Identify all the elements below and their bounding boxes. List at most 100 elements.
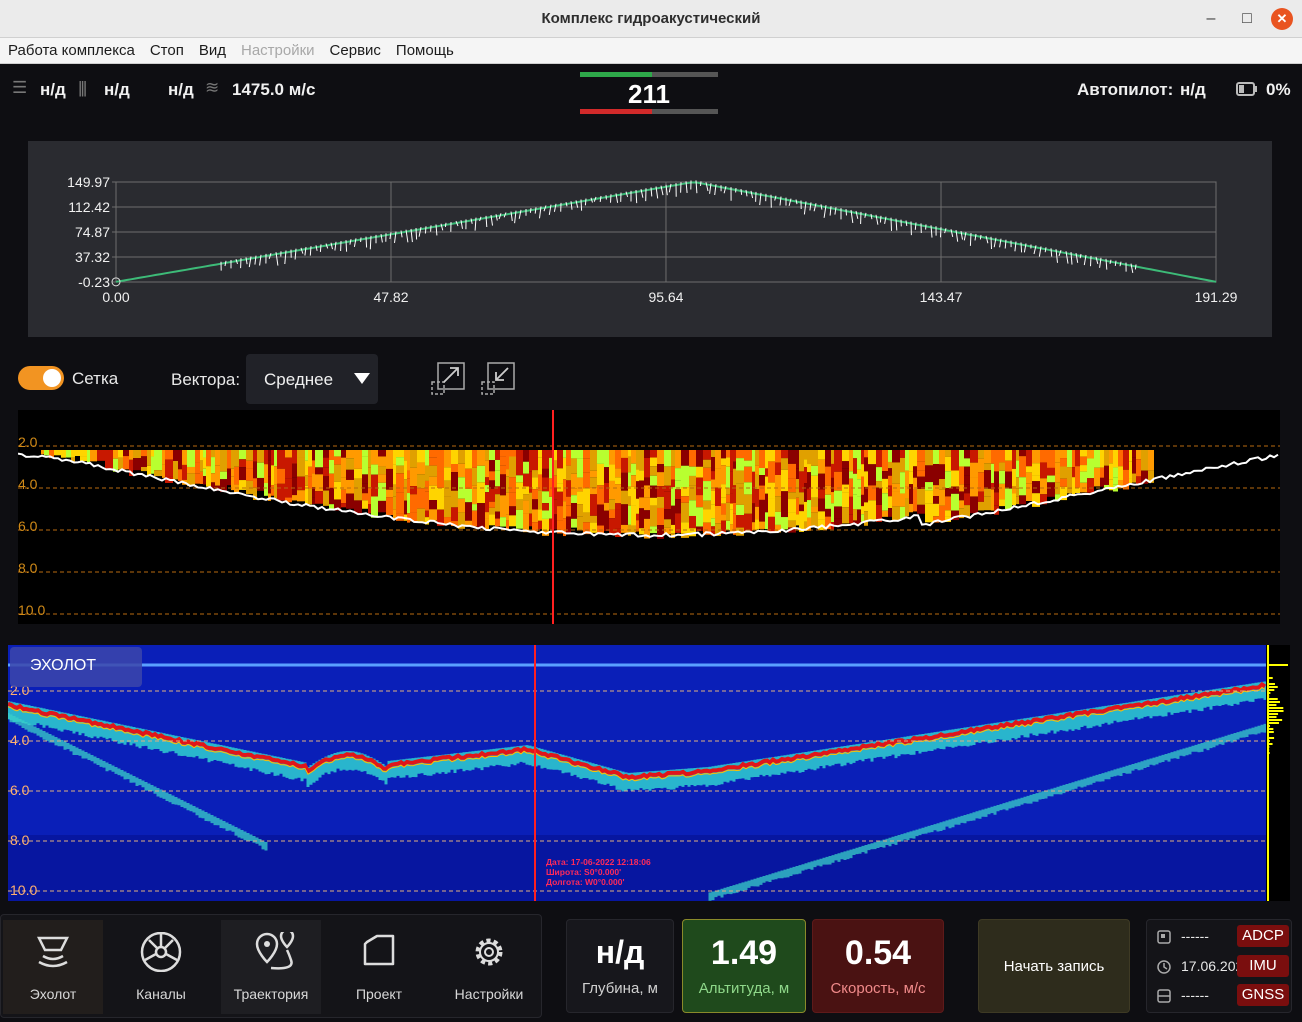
velocity-cell [945, 510, 951, 517]
velocity-cell [538, 490, 542, 510]
vectors-select[interactable]: Среднее [246, 354, 378, 404]
velocity-cell [726, 457, 730, 467]
collapse-icon[interactable] [480, 360, 518, 398]
velocity-cell [726, 450, 730, 458]
velocity-cell [681, 465, 689, 488]
counter-value: 211 [628, 79, 670, 109]
velocity-cell [964, 475, 970, 485]
velocity-cell [644, 510, 650, 519]
velocity-cell [182, 464, 187, 480]
velocity-cell [195, 473, 200, 484]
velocity-cell [978, 501, 984, 511]
velocity-cell [681, 487, 689, 497]
velocity-cell [689, 515, 696, 529]
velocity-cell [636, 481, 639, 499]
velocity-cell [516, 461, 523, 476]
velocity-cell [759, 521, 765, 529]
minimize-button[interactable]: – [1206, 10, 1216, 27]
velocity-cell [804, 483, 807, 502]
nav-channels-label: Каналы [136, 986, 186, 1002]
y-tick-label: 74.87 [75, 224, 110, 240]
velocity-cell [799, 471, 804, 493]
velocity-cell [215, 465, 220, 486]
velocity-cell [571, 458, 577, 474]
bottom-track-line [18, 452, 1279, 538]
velocity-cell [154, 450, 162, 471]
velocity-cell [768, 516, 775, 532]
velocity-cell [323, 457, 329, 468]
velocity-cell [857, 509, 861, 525]
velocity-cell [882, 450, 888, 472]
chevron-down-icon [354, 373, 370, 384]
velocity-cell [703, 500, 711, 510]
velocity-cell [939, 478, 945, 490]
menu-work[interactable]: Работа комплекса [8, 42, 135, 59]
velocity-cell [913, 489, 917, 512]
velocity-cell [671, 450, 675, 467]
velocity-cell [959, 500, 964, 509]
velocity-panel[interactable]: 2.0 4.0 6.0 8.0 10.0 [18, 410, 1280, 624]
velocity-cell [485, 485, 489, 493]
velocity-cell [563, 501, 566, 519]
start-record-button[interactable]: Начать запись [978, 919, 1130, 1013]
velocity-cell [557, 468, 563, 484]
velocity-cell [323, 476, 329, 491]
velocity-cell [736, 458, 744, 471]
menu-view[interactable]: Вид [198, 42, 226, 59]
nav-channels[interactable]: Каналы [111, 920, 211, 1014]
velocity-cell [577, 477, 583, 492]
velocity-cell [308, 466, 312, 477]
velocity-cell [1019, 456, 1026, 478]
velocity-cell [341, 489, 346, 504]
velocity-cell [571, 488, 577, 496]
menu-help[interactable]: Помощь [395, 42, 454, 59]
close-button[interactable]: ✕ [1271, 8, 1293, 30]
velocity-cell [628, 472, 631, 487]
menu-service[interactable]: Сервис [329, 42, 381, 59]
velocity-cell [203, 476, 206, 485]
velocity-cell [755, 465, 759, 475]
velocity-cell [853, 509, 857, 521]
velocity-cell [1047, 467, 1055, 476]
nav-trajectory[interactable]: Траектория [221, 920, 321, 1014]
velocity-cell [675, 489, 681, 500]
velocity-cell [583, 501, 590, 513]
sonar-panel[interactable]: 2.0 4.0 6.0 8.0 10.0 Дата: 17-06-2022 12:18:0… [8, 645, 1290, 901]
velocity-cell [437, 509, 444, 526]
velocity-cell [378, 456, 386, 467]
velocity-cell [644, 497, 650, 511]
velocity-cell [799, 492, 804, 505]
nav-echo[interactable]: Эхолот [3, 920, 103, 1014]
nav-settings[interactable]: Настройки [439, 920, 539, 1014]
velocity-cell [215, 450, 220, 466]
velocity-cell [689, 466, 696, 476]
velocity-cell [650, 457, 657, 467]
velocity-cell [945, 456, 951, 472]
velocity-cell [636, 498, 639, 514]
status-value-2: н/д [104, 80, 130, 99]
grid-toggle[interactable] [18, 366, 64, 390]
velocity-cell [378, 474, 386, 483]
sensor-row-gnss: ------ GNSS [1155, 984, 1289, 1008]
expand-icon[interactable] [430, 360, 468, 398]
velocity-cell [703, 450, 711, 460]
velocity-cell [804, 467, 807, 484]
velocity-cell [187, 450, 195, 467]
velocity-cell [689, 450, 696, 467]
velocity-cell [639, 497, 644, 509]
velocity-cell [489, 501, 495, 508]
velocity-cell [341, 477, 346, 490]
velocity-cell [730, 503, 733, 510]
menu-stop[interactable]: Стоп [149, 42, 184, 59]
velocity-cell [811, 512, 818, 527]
maximize-button[interactable]: □ [1242, 10, 1252, 27]
velocity-cell [711, 479, 715, 491]
velocity-cell [268, 460, 271, 477]
velocity-cell [657, 472, 664, 487]
nav-project[interactable]: Проект [329, 920, 429, 1014]
velocity-cell [396, 450, 404, 458]
velocity-cell [444, 480, 451, 489]
velocity-cell [297, 457, 305, 477]
velocity-cell [657, 507, 664, 526]
velocity-cell [187, 473, 195, 487]
